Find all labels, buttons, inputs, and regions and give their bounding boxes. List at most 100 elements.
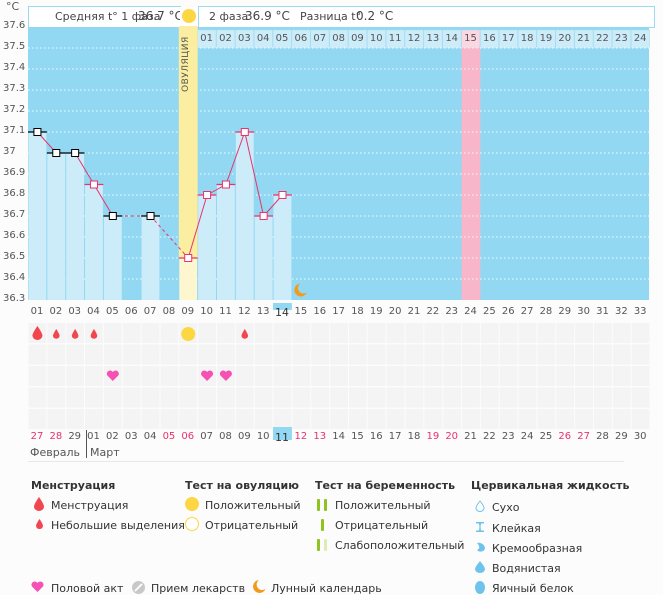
event-cell <box>66 344 85 365</box>
cycle-day-label[interactable]: 15 <box>294 306 308 317</box>
calendar-date-label[interactable]: 06 <box>181 431 195 442</box>
calendar-date-label[interactable]: 10 <box>256 431 270 442</box>
event-cell <box>594 409 612 429</box>
post-ovulation-day-label: 06 <box>294 33 308 44</box>
calendar-date-label[interactable]: 26 <box>558 431 572 442</box>
calendar-date-label[interactable]: 28 <box>49 431 63 442</box>
cycle-day-label[interactable]: 25 <box>483 306 496 317</box>
event-cell <box>348 366 367 386</box>
cycle-day-label[interactable]: 08 <box>162 306 176 317</box>
medication-pill-icon <box>132 581 145 594</box>
event-cell <box>443 344 462 365</box>
calendar-date-label[interactable]: 03 <box>124 431 138 442</box>
cycle-day-label[interactable]: 29 <box>558 306 572 317</box>
calendar-date-label[interactable]: 17 <box>388 431 402 442</box>
event-cell <box>537 409 556 429</box>
calendar-date-label[interactable]: 21 <box>464 431 477 442</box>
event-cell <box>66 366 85 386</box>
calendar-date-label[interactable]: 13 <box>313 431 327 442</box>
cycle-day-header-cell <box>253 29 273 49</box>
cycle-day-label[interactable]: 06 <box>124 306 138 317</box>
event-cell <box>141 323 160 343</box>
calendar-date-label[interactable]: 02 <box>106 431 119 442</box>
legend-cf-sticky: Клейкая <box>492 522 541 535</box>
y-tick-label: 37.3 <box>3 83 26 94</box>
cycle-day-label[interactable]: 33 <box>633 306 647 317</box>
event-cell <box>631 387 650 408</box>
post-ovulation-day-label: 20 <box>558 33 572 44</box>
cycle-day-label[interactable]: 10 <box>200 306 213 317</box>
cycle-day-label[interactable]: 07 <box>143 306 157 317</box>
calendar-date-label[interactable]: 22 <box>483 431 496 442</box>
temperature-chart <box>28 26 650 310</box>
calendar-date-label[interactable]: 30 <box>633 431 647 442</box>
calendar-date-label[interactable]: 16 <box>369 431 383 442</box>
event-cell <box>405 323 424 343</box>
cycle-day-label[interactable]: 01 <box>30 306 44 317</box>
calendar-date-label[interactable]: 01 <box>87 431 100 442</box>
cycle-day-label[interactable]: 21 <box>407 306 421 317</box>
cycle-day-label[interactable]: 20 <box>388 306 402 317</box>
cycle-day-label[interactable]: 30 <box>577 306 590 317</box>
cycle-day-label[interactable]: 32 <box>614 306 628 317</box>
event-cell <box>480 344 499 365</box>
cycle-day-label[interactable]: 03 <box>68 306 82 317</box>
calendar-date-label[interactable]: 18 <box>407 431 421 442</box>
cycle-day-label[interactable]: 26 <box>501 306 515 317</box>
event-cell <box>556 344 575 365</box>
calendar-date-label[interactable]: 05 <box>162 431 176 442</box>
event-cell <box>273 366 292 386</box>
calendar-date-label[interactable]: 14 <box>332 431 345 442</box>
calendar-date-label[interactable]: 08 <box>219 431 232 442</box>
calendar-date-label[interactable]: 23 <box>501 431 515 442</box>
calendar-date-label[interactable]: 29 <box>614 431 628 442</box>
cycle-day-label[interactable]: 09 <box>181 306 195 317</box>
calendar-date-label[interactable]: 07 <box>200 431 213 442</box>
cycle-day-label[interactable]: 28 <box>539 306 553 317</box>
y-tick-label: 36.8 <box>3 188 26 199</box>
calendar-date-label[interactable]: 15 <box>351 431 364 442</box>
calendar-date-label[interactable]: 09 <box>237 431 251 442</box>
event-cell <box>443 366 462 386</box>
cycle-day-label[interactable]: 04 <box>87 306 100 317</box>
event-cell <box>141 387 160 408</box>
cycle-day-label[interactable]: 22 <box>426 306 440 317</box>
cycle-day-label[interactable]: 24 <box>464 306 477 317</box>
cycle-day-label[interactable]: 27 <box>520 306 534 317</box>
event-cell <box>480 387 499 408</box>
cycle-day-label[interactable]: 31 <box>596 306 609 317</box>
post-ovulation-day-label: 19 <box>539 33 553 44</box>
calendar-date-label[interactable]: 28 <box>596 431 609 442</box>
cycle-day-label[interactable]: 19 <box>369 306 383 317</box>
calendar-date-label[interactable]: 27 <box>30 431 44 442</box>
event-cell <box>273 323 292 343</box>
cycle-day-label[interactable]: 02 <box>49 306 63 317</box>
cycle-day-label[interactable]: 17 <box>332 306 345 317</box>
cycle-day-label[interactable]: 13 <box>256 306 270 317</box>
event-cell <box>480 409 499 429</box>
event-cell <box>330 409 348 429</box>
cycle-day-label[interactable]: 18 <box>351 306 364 317</box>
cycle-day-label[interactable]: 23 <box>445 306 459 317</box>
temperature-bar <box>217 184 235 300</box>
event-cell <box>518 409 537 429</box>
cycle-day-label[interactable]: 14 <box>275 306 290 319</box>
calendar-date-label[interactable]: 20 <box>445 431 459 442</box>
calendar-date-label[interactable]: 27 <box>577 431 590 442</box>
calendar-date-label[interactable]: 11 <box>275 431 290 444</box>
calendar-date-label[interactable]: 19 <box>426 431 440 442</box>
cycle-day-label[interactable]: 12 <box>237 306 251 317</box>
cycle-day-label[interactable]: 05 <box>106 306 119 317</box>
event-cell <box>330 366 348 386</box>
calendar-date-label[interactable]: 24 <box>520 431 534 442</box>
calendar-date-label[interactable]: 12 <box>294 431 308 442</box>
calendar-date-label[interactable]: 25 <box>539 431 553 442</box>
event-cell <box>424 366 443 386</box>
legend-pregnancy-faint: Слабоположительный <box>335 539 465 552</box>
cycle-day-label[interactable]: 11 <box>219 306 232 317</box>
cycle-day-label[interactable]: 16 <box>313 306 327 317</box>
calendar-date-label[interactable]: 04 <box>143 431 157 442</box>
event-cell <box>28 409 47 429</box>
legend-cf-watery: Водянистая <box>492 562 561 575</box>
calendar-date-label[interactable]: 29 <box>68 431 82 442</box>
